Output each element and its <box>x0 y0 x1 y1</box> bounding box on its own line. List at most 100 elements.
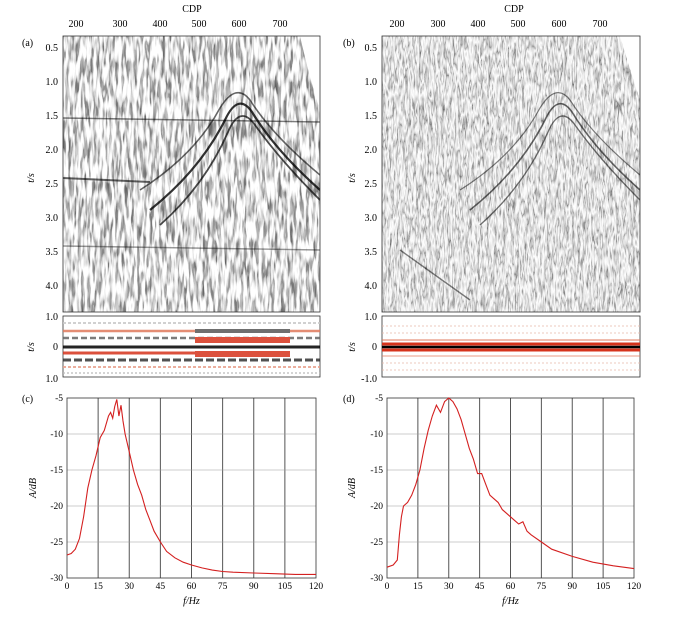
y-tick-label: -5 <box>375 394 383 404</box>
spectrum-chart-d: 0 15 30 45 60 75 90 105 120 -5 -10 -15 -20 -25 -30 (d) f… <box>343 394 641 607</box>
x-tick-label: 15 <box>413 582 423 592</box>
wavelet-strip-b: 1.0 0 -1.0 t/s <box>347 312 641 385</box>
x-tick-label: 75 <box>537 582 547 592</box>
x-tick-label: 0 <box>65 582 70 592</box>
time-tick: 3.5 <box>46 247 59 258</box>
cdp-ticks-b: 200 300 400 500 600 700 <box>390 19 608 30</box>
x-tick-label: 120 <box>309 582 324 592</box>
y-axis-label: A/dB <box>347 478 358 499</box>
time-tick: 3.0 <box>365 213 378 224</box>
wavelet-tick: 1.0 <box>46 312 59 323</box>
cdp-axis-title-b: CDP <box>504 4 524 15</box>
seismic-panel-b: (b) CDP 200 300 400 500 600 700 0.5 1.0 … <box>343 4 641 385</box>
x-tick-label: 105 <box>596 582 611 592</box>
y-tick-label: -5 <box>55 394 63 404</box>
cdp-tick: 200 <box>390 19 405 30</box>
flat-reflector <box>63 177 151 183</box>
panel-label: (c) <box>22 394 33 405</box>
y-tick-label: -20 <box>370 502 383 512</box>
cdp-tick: 500 <box>511 19 526 30</box>
mute-zone <box>620 36 640 100</box>
time-tick: 1.0 <box>365 77 378 88</box>
time-tick: 4.0 <box>46 281 59 292</box>
panel-label: (d) <box>343 394 355 405</box>
seismic-section-b <box>382 36 640 312</box>
time-ticks-b: 0.5 1.0 1.5 2.0 2.5 3.0 3.5 4.0 <box>365 43 378 292</box>
cdp-tick: 400 <box>153 19 168 30</box>
time-tick: 1.0 <box>46 77 59 88</box>
anticline-reflector <box>479 115 640 226</box>
time-tick: 4.0 <box>365 281 378 292</box>
y-axis-label: A/dB <box>28 478 39 499</box>
x-tick-label: 30 <box>125 582 135 592</box>
cdp-tick: 700 <box>273 19 288 30</box>
wavelet-tick: 1.0 <box>46 374 59 385</box>
x-tick-label: 0 <box>385 582 390 592</box>
plot-frame <box>386 397 635 579</box>
cdp-tick: 200 <box>69 19 84 30</box>
time-tick: 1.5 <box>46 111 59 122</box>
cdp-tick: 600 <box>232 19 247 30</box>
cdp-tick: 600 <box>552 19 567 30</box>
time-axis-title-b: t/s <box>347 173 358 183</box>
x-axis-label: f/Hz <box>502 596 519 607</box>
y-tick-label: -10 <box>50 430 63 440</box>
anticline-reflector <box>469 102 640 211</box>
cdp-tick: 700 <box>593 19 608 30</box>
time-tick: 3.0 <box>46 213 59 224</box>
time-tick: 3.5 <box>365 247 378 258</box>
wavelet-tick: 1.0 <box>365 312 378 323</box>
time-tick: 2.0 <box>46 145 59 156</box>
anticline-reflector <box>459 92 640 191</box>
time-tick: 0.5 <box>365 43 378 54</box>
y-tick-label: -30 <box>50 574 63 584</box>
y-tick-label: -10 <box>370 430 383 440</box>
time-ticks-a: 0.5 1.0 1.5 2.0 2.5 3.0 3.5 4.0 <box>46 43 59 292</box>
wavelet-strip-a: 1.0 0 1.0 t/s <box>26 312 321 385</box>
cdp-tick: 400 <box>471 19 486 30</box>
y-tick-label: -15 <box>50 466 63 476</box>
wavelet-tick: 0 <box>372 342 377 353</box>
x-tick-label: 105 <box>278 582 293 592</box>
x-tick-label: 90 <box>568 582 578 592</box>
cdp-tick: 300 <box>431 19 446 30</box>
x-tick-label: 120 <box>627 582 642 592</box>
anticline-reflector <box>139 91 320 191</box>
cdp-tick: 300 <box>113 19 128 30</box>
seismic-section-a <box>63 36 320 312</box>
x-tick-label: 60 <box>187 582 197 592</box>
wavelet-axis-title-a: t/s <box>26 342 37 352</box>
y-tick-label: -25 <box>370 538 383 548</box>
time-tick: 0.5 <box>46 43 59 54</box>
flat-reflector <box>63 245 320 251</box>
seismic-panel-a: (a) CDP 200 300 400 500 600 700 0.5 1.0 … <box>22 4 321 385</box>
y-tick-label: -20 <box>50 502 63 512</box>
time-tick: 2.0 <box>365 145 378 156</box>
time-tick: 2.5 <box>365 179 378 190</box>
x-tick-label: 60 <box>506 582 516 592</box>
panel-label-b: (b) <box>343 38 355 49</box>
wavelet-tick: -1.0 <box>361 374 377 385</box>
plot-frame <box>66 397 317 579</box>
x-tick-label: 45 <box>156 582 166 592</box>
spectrum-chart-c: 0 15 30 45 60 75 90 105 120 -5 -10 -15 -20 -25 -30 (c) f… <box>22 394 323 607</box>
anticline-reflector <box>149 102 320 211</box>
flat-reflector <box>63 117 320 123</box>
x-tick-label: 30 <box>444 582 454 592</box>
mute-zone <box>300 36 320 110</box>
anticline-reflector <box>159 115 320 226</box>
wavelet-axis-title-b: t/s <box>347 342 358 352</box>
dipping-reflector <box>399 249 471 301</box>
time-tick: 1.5 <box>365 111 378 122</box>
x-tick-label: 45 <box>475 582 485 592</box>
panel-label-a: (a) <box>22 38 33 49</box>
wavelet-tick: 0 <box>53 342 58 353</box>
time-tick: 2.5 <box>46 179 59 190</box>
spectrum-line <box>66 399 316 575</box>
cdp-tick: 500 <box>192 19 207 30</box>
y-tick-label: -30 <box>370 574 383 584</box>
y-tick-label: -25 <box>50 538 63 548</box>
y-tick-label: -15 <box>370 466 383 476</box>
x-tick-label: 15 <box>93 582 103 592</box>
